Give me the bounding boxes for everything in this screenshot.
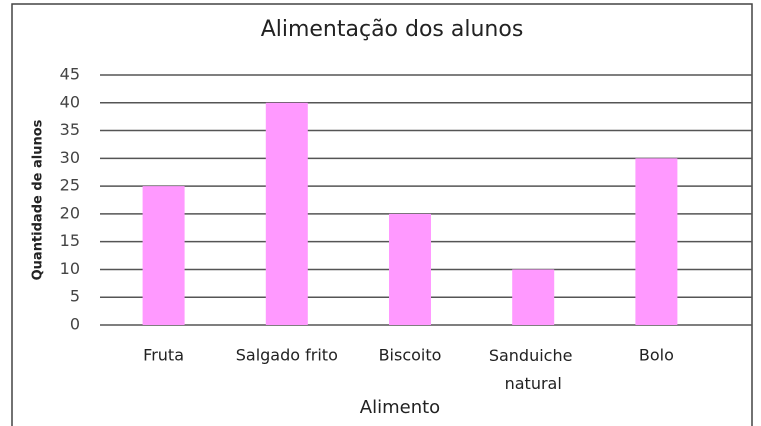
x-tick-label: Salgado frito bbox=[236, 346, 338, 365]
chart-title: Alimentação dos alunos bbox=[261, 17, 524, 42]
y-tick-label: 5 bbox=[70, 287, 80, 306]
y-tick-label: 45 bbox=[60, 65, 80, 84]
bar bbox=[512, 269, 555, 325]
y-tick-label: 25 bbox=[60, 176, 80, 195]
x-tick-label: Fruta bbox=[143, 346, 184, 365]
y-axis-label: Quantidade de alunos bbox=[31, 119, 46, 280]
chart-frame bbox=[11, 3, 753, 426]
bar bbox=[635, 158, 678, 325]
bar bbox=[265, 102, 308, 326]
y-tick-label: 30 bbox=[60, 148, 80, 167]
y-tick-label: 0 bbox=[70, 315, 80, 334]
x-tick-label: Biscoito bbox=[379, 346, 442, 365]
x-tick-label: Sanduiche natural bbox=[489, 346, 578, 393]
bar bbox=[142, 186, 185, 325]
y-tick-label: 40 bbox=[60, 92, 80, 111]
x-axis-label: Alimento bbox=[360, 397, 440, 418]
y-tick-label: 15 bbox=[60, 231, 80, 250]
y-tick-label: 10 bbox=[60, 259, 80, 278]
y-tick-label: 35 bbox=[60, 120, 80, 139]
x-tick-label: Bolo bbox=[639, 346, 674, 365]
y-tick-label: 20 bbox=[60, 203, 80, 222]
bar bbox=[389, 213, 431, 325]
